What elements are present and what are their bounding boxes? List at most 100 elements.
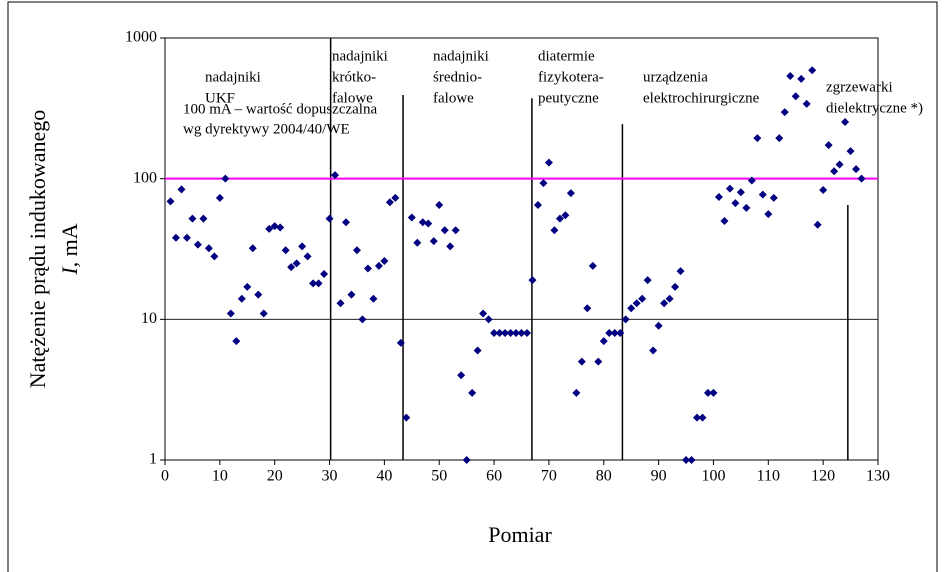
group-label: falowe [433,90,474,106]
point [468,388,477,397]
point [819,186,828,195]
x-tick-label: 80 [596,468,612,485]
point [791,92,800,101]
point [654,321,663,330]
point [166,197,175,206]
x-tick-label: 110 [757,468,780,485]
x-tick-label: 130 [866,468,890,485]
point [254,290,263,299]
group-label: nadajniki [205,69,261,85]
point [621,315,630,324]
x-tick-label: 10 [212,468,228,485]
x-tick-label: 100 [701,468,725,485]
point [550,226,559,235]
x-tick-label: 50 [431,468,447,485]
point [687,456,696,464]
point [671,282,680,291]
group-label: nadajniki [332,48,388,64]
point [314,279,323,288]
point [402,413,411,422]
group-label: krótko- [332,69,376,85]
point [490,328,499,337]
point [413,238,422,247]
point [495,328,504,337]
point [632,299,641,308]
point [320,270,329,279]
point [369,294,378,303]
point [232,337,241,346]
point [451,226,460,235]
point [533,200,542,209]
point [287,263,296,272]
point [292,259,301,268]
point [835,160,844,169]
point [199,214,208,223]
group-label: zgrzewarki [826,79,893,95]
point [303,252,312,261]
point [259,309,268,318]
point [544,158,553,167]
point [775,134,784,143]
y-tick-label: 100 [133,169,157,186]
point [457,371,466,380]
point [243,282,252,291]
point [610,328,619,337]
point [484,315,493,324]
point [572,388,581,397]
point [703,388,712,397]
point [676,267,685,276]
group-label: UKF [205,90,235,106]
point [517,328,526,337]
point [512,328,521,337]
point [780,108,789,117]
point [594,357,603,366]
point [522,328,531,337]
reference-label: wg dyrektywy 2004/40/WE [183,121,350,137]
point [429,237,438,246]
point [643,276,652,285]
x-tick-label: 90 [651,468,667,485]
group-label: fizykotera- [538,69,604,85]
group-label: diatermie [538,48,595,64]
point [363,264,372,273]
point [226,309,235,318]
x-tick-label: 40 [376,468,392,485]
point [736,188,745,197]
point [599,337,608,346]
point [347,290,356,299]
x-tick-label: 70 [541,468,557,485]
chart-frame [7,1,938,572]
point [270,222,279,231]
point [177,185,186,194]
point [462,456,471,464]
point [830,167,839,176]
point [418,218,427,227]
point [769,193,778,202]
point [221,174,230,183]
point [714,193,723,202]
point [171,233,180,242]
point [588,261,597,270]
point [440,226,449,235]
y-tick-label: 1000 [125,29,157,46]
point [281,246,290,255]
point [215,193,224,202]
point [709,388,718,397]
x-tick-label: 60 [486,468,502,485]
point [649,346,658,355]
point [693,413,702,422]
point [616,328,625,337]
point [248,244,257,253]
point [188,214,197,223]
point [374,261,383,270]
point [539,179,548,188]
group-label: średnio- [433,69,482,85]
point [802,99,811,108]
point [396,338,405,347]
point [435,200,444,209]
point [627,304,636,313]
y-axis-unit: I, mA [57,223,82,275]
point [325,214,334,223]
point [720,217,729,226]
